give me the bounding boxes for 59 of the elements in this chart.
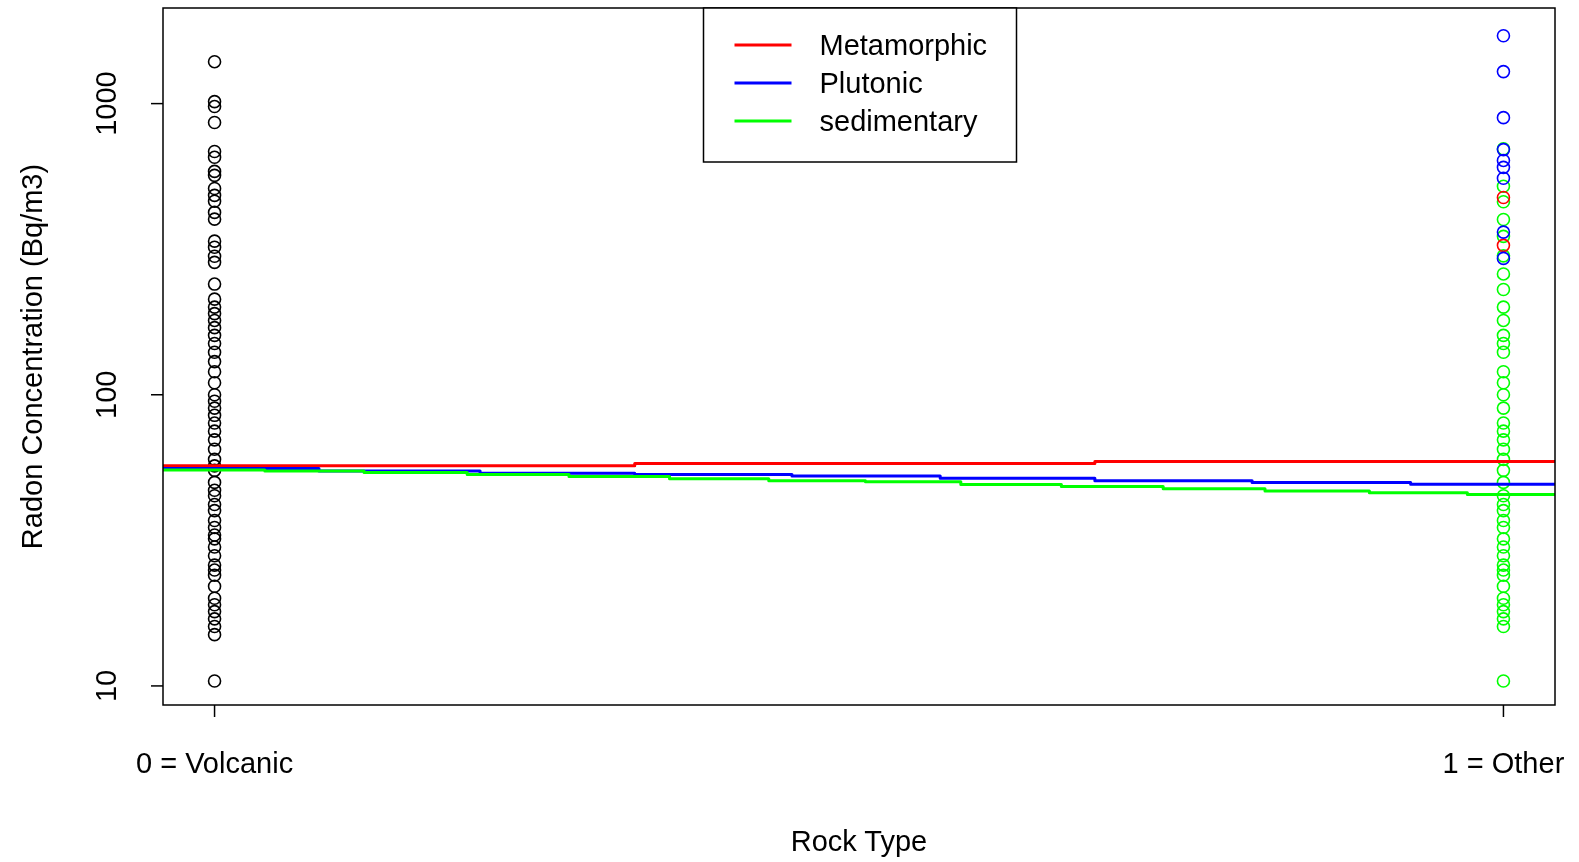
- point: [1496, 110, 1511, 125]
- point: [1496, 563, 1511, 577]
- x-axis-title: Rock Type: [790, 825, 928, 857]
- point: [1496, 442, 1511, 457]
- point: [1496, 612, 1511, 626]
- point: [1496, 238, 1511, 253]
- point: [1496, 225, 1511, 239]
- point: [1496, 463, 1511, 478]
- point: [1496, 190, 1511, 205]
- point: [1496, 387, 1511, 402]
- point: [1496, 497, 1511, 512]
- point: [1496, 475, 1511, 490]
- point: [1496, 619, 1511, 634]
- x-tick-label: 0 = Volcanic: [135, 747, 294, 779]
- point: [1496, 401, 1511, 415]
- point: [1496, 179, 1511, 194]
- point: [1496, 267, 1511, 281]
- point: [1496, 336, 1511, 351]
- point: [1496, 520, 1511, 535]
- point: [1496, 604, 1511, 619]
- point: [1496, 160, 1511, 175]
- point: [1496, 532, 1511, 546]
- point: [1496, 171, 1511, 186]
- point: [1496, 488, 1511, 503]
- point: [1496, 229, 1511, 244]
- point: [1496, 591, 1511, 606]
- x-tick-label: 1 = Other: [1442, 747, 1565, 779]
- point: [1496, 153, 1511, 168]
- point: [1496, 282, 1511, 297]
- point: [1496, 28, 1511, 43]
- point: [1496, 548, 1511, 563]
- point: [1496, 513, 1511, 528]
- point: [1496, 64, 1511, 79]
- point: [1496, 433, 1511, 447]
- y-tick-label: 10: [90, 669, 122, 703]
- point: [1496, 375, 1511, 390]
- y-axis-title: Radon Concentration (Bq/m3): [16, 163, 48, 550]
- legend-label: Metamorphic: [819, 29, 988, 61]
- point: [1496, 579, 1511, 594]
- legend-label: Plutonic: [819, 67, 923, 99]
- point: [1496, 364, 1511, 379]
- legend-label: sedimentary: [819, 105, 978, 137]
- point: [1496, 674, 1511, 688]
- point: [1496, 558, 1511, 572]
- point: [1496, 568, 1511, 583]
- point: [1496, 328, 1511, 343]
- point: [1496, 597, 1511, 612]
- point: [1496, 424, 1511, 438]
- point: [1496, 416, 1511, 430]
- point: [1496, 540, 1511, 554]
- point: [1496, 300, 1511, 314]
- y-tick-label: 1000: [90, 71, 122, 136]
- point: [1496, 503, 1511, 518]
- point: [1496, 313, 1511, 328]
- y-tick-label: 100: [90, 370, 122, 419]
- point: [1496, 345, 1511, 360]
- point: [1496, 195, 1511, 209]
- point: [1496, 212, 1511, 227]
- point: [1496, 452, 1511, 467]
